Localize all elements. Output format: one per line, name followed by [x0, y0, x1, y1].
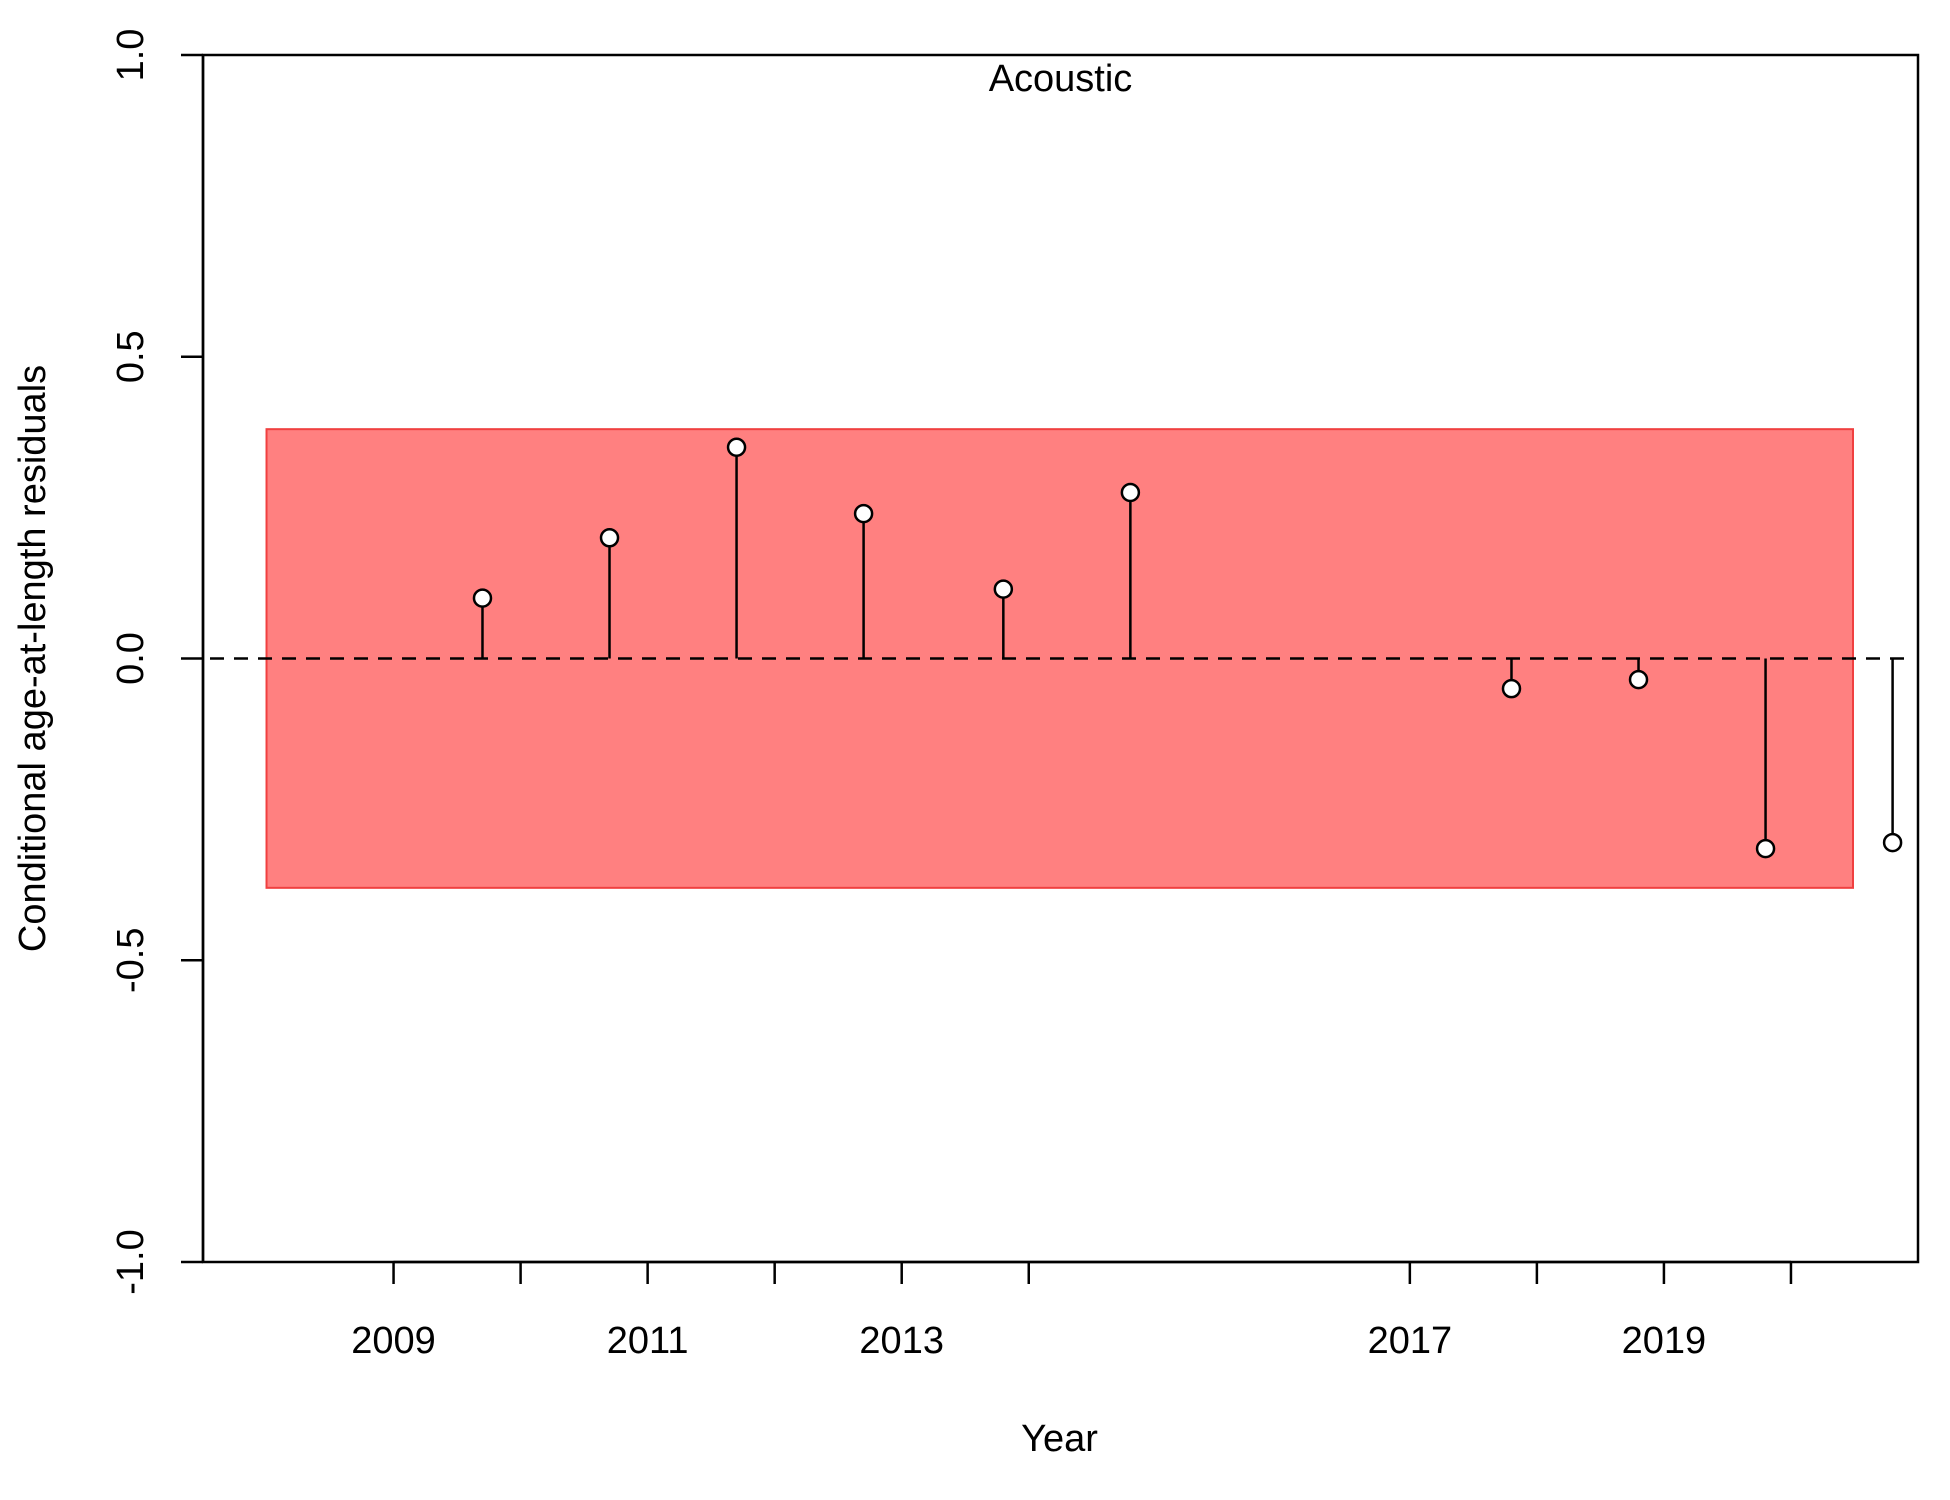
y-axis-label: Conditional age-at-length residuals: [12, 365, 54, 952]
y-tick-label: 1.0: [110, 29, 152, 82]
residual-point: [1120, 482, 1141, 503]
residual-point: [599, 528, 620, 548]
residual-point: [726, 437, 747, 458]
y-tick-label: 0.0: [110, 632, 152, 685]
residual-point: [472, 588, 493, 608]
y-axis: -1.0 -0.5 0.0 0.5 1.0: [110, 29, 205, 1295]
x-tick-label: 2019: [1622, 1320, 1707, 1362]
x-axis-label: Year: [1021, 1418, 1098, 1460]
residual-point: [853, 503, 874, 524]
y-tick-label: 0.5: [110, 330, 152, 383]
residual-point: [993, 579, 1014, 599]
chart-title: Acoustic: [989, 58, 1133, 100]
residual-point: [1882, 832, 1903, 853]
x-tick-label: 2017: [1368, 1320, 1453, 1362]
x-tick-label: 2011: [607, 1320, 689, 1362]
y-tick-label: -0.5: [110, 928, 152, 993]
residual-point: [1628, 669, 1649, 690]
x-axis: 2009 2011 2013 2017 2019: [351, 1260, 1793, 1362]
residual-point: [1755, 838, 1776, 859]
x-tick-label: 2009: [351, 1320, 436, 1362]
x-tick-label: 2013: [859, 1320, 944, 1362]
residual-point: [1501, 678, 1522, 699]
y-tick-label: -1.0: [110, 1229, 152, 1294]
